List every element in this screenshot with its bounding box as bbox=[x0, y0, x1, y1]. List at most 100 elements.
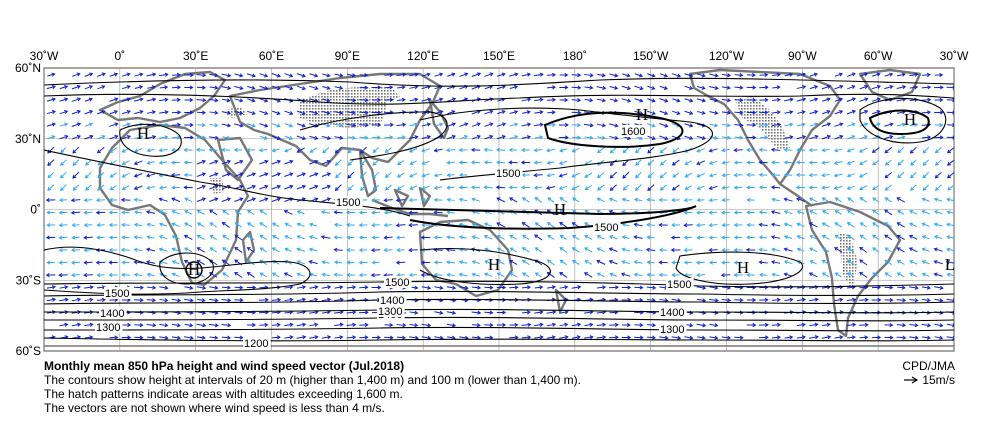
wind-vector-arrow bbox=[934, 171, 942, 179]
wind-vector-arrow bbox=[608, 259, 618, 265]
wind-vector-arrow bbox=[234, 335, 244, 340]
wind-vector-arrow bbox=[209, 172, 219, 177]
wind-vector-arrow bbox=[772, 110, 781, 115]
wind-vector-arrow bbox=[834, 97, 844, 102]
wind-vector-arrow bbox=[371, 260, 380, 265]
wind-vector-arrow bbox=[784, 297, 794, 302]
wind-vector-arrow bbox=[671, 335, 682, 340]
wind-vector-arrow bbox=[46, 260, 55, 265]
wind-vector-arrow bbox=[108, 235, 118, 240]
wind-vector-arrow bbox=[584, 98, 594, 103]
wind-vector-arrow bbox=[872, 185, 880, 191]
wind-vector-arrow bbox=[47, 72, 56, 77]
wind-vector-arrow bbox=[321, 159, 332, 165]
wind-vector-arrow bbox=[72, 171, 80, 179]
wind-vector-arrow bbox=[759, 335, 769, 340]
wind-vector-arrow bbox=[97, 184, 105, 191]
wind-vector-arrow bbox=[633, 272, 643, 277]
wind-vector-arrow bbox=[859, 246, 868, 253]
wind-vector-arrow bbox=[483, 222, 493, 227]
wind-vector-arrow bbox=[484, 285, 494, 290]
wind-vector-arrow bbox=[47, 172, 55, 179]
wind-vector-arrow bbox=[834, 72, 843, 77]
wind-vector-arrow bbox=[772, 85, 781, 90]
wind-vector-arrow bbox=[58, 223, 68, 228]
wind-vector-arrow bbox=[84, 322, 94, 327]
wind-vector-arrow bbox=[521, 172, 530, 178]
wind-vector-arrow bbox=[809, 122, 819, 127]
wind-vector-arrow bbox=[709, 73, 719, 78]
wind-vector-arrow bbox=[809, 260, 817, 265]
wind-vector-arrow bbox=[708, 185, 718, 191]
wind-vector-arrow bbox=[360, 184, 367, 191]
wind-vector-arrow bbox=[909, 72, 919, 77]
wind-vector-arrow bbox=[371, 122, 382, 128]
wind-vector-arrow bbox=[596, 197, 605, 203]
wind-vector-arrow bbox=[259, 272, 267, 278]
wind-vector-arrow bbox=[496, 72, 506, 77]
wind-vector-arrow bbox=[884, 72, 894, 77]
wind-vector-arrow bbox=[734, 135, 744, 140]
wind-vector-arrow bbox=[909, 335, 919, 340]
wind-vector-arrow bbox=[808, 185, 818, 190]
wind-vector-arrow bbox=[670, 235, 681, 240]
wind-vector-arrow bbox=[46, 210, 55, 215]
wind-vector-arrow bbox=[409, 147, 418, 153]
wind-vector-arrow bbox=[496, 134, 506, 140]
latitude-label: 30˚S bbox=[16, 273, 41, 287]
wind-vector-arrow bbox=[408, 248, 418, 253]
wind-vector-arrow bbox=[384, 184, 392, 191]
wind-vector-arrow bbox=[772, 297, 781, 302]
wind-vector-arrow bbox=[446, 210, 455, 215]
wind-vector-arrow bbox=[746, 272, 755, 278]
wind-vector-arrow bbox=[646, 222, 655, 227]
wind-vector-arrow bbox=[484, 323, 494, 328]
wind-vector-arrow bbox=[60, 147, 67, 154]
wind-vector-arrow bbox=[758, 210, 768, 215]
wind-vector-arrow bbox=[559, 335, 569, 340]
wind-vector-arrow bbox=[784, 72, 794, 77]
wind-vector-arrow bbox=[71, 134, 81, 140]
wind-vector-arrow bbox=[59, 97, 69, 102]
wind-vector-arrow bbox=[284, 135, 294, 140]
wind-vector-arrow bbox=[396, 235, 406, 240]
wind-vector-arrow bbox=[659, 247, 668, 253]
wind-vector-arrow bbox=[109, 197, 118, 203]
wind-vector-arrow bbox=[772, 72, 781, 77]
wind-vector-arrow bbox=[371, 235, 380, 240]
wind-vector-arrow bbox=[496, 272, 505, 278]
wind-vector-arrow bbox=[384, 172, 392, 178]
wind-vector-arrow bbox=[372, 159, 380, 166]
wind-vector-arrow bbox=[859, 135, 869, 140]
wind-vector-arrow bbox=[821, 160, 830, 165]
wind-vector-arrow bbox=[309, 73, 319, 78]
wind-vector-arrow bbox=[908, 247, 918, 253]
wind-vector-arrow bbox=[184, 110, 194, 115]
wind-vector-arrow bbox=[508, 160, 518, 165]
wind-vector-arrow bbox=[872, 72, 881, 77]
wind-vector-arrow bbox=[834, 222, 843, 228]
wind-vector-arrow bbox=[397, 160, 405, 165]
wind-vector-arrow bbox=[196, 323, 207, 328]
wind-vector-arrow bbox=[508, 147, 518, 153]
wind-vector-arrow bbox=[496, 222, 506, 228]
wind-vector-arrow bbox=[910, 171, 917, 179]
wind-vector-arrow bbox=[708, 148, 718, 153]
contour-label-bg bbox=[495, 167, 523, 179]
longitude-label: 150˚W bbox=[633, 49, 669, 63]
wind-vector-arrow bbox=[221, 123, 232, 128]
wind-vector-arrow bbox=[709, 123, 719, 128]
wind-vector-arrow bbox=[134, 109, 144, 115]
wind-vector-arrow bbox=[346, 322, 357, 327]
wind-vector-arrow bbox=[733, 210, 743, 215]
wind-vector-arrow bbox=[158, 148, 168, 153]
wind-vector-arrow bbox=[296, 147, 305, 153]
wind-vector-arrow bbox=[97, 172, 105, 179]
wind-vector-arrow bbox=[134, 85, 144, 90]
wind-vector-arrow bbox=[696, 323, 707, 328]
wind-vector-arrow bbox=[721, 173, 730, 178]
wind-vector-arrow bbox=[234, 285, 244, 290]
wind-vector-arrow bbox=[534, 222, 542, 228]
wind-vector-arrow bbox=[446, 197, 455, 202]
wind-vector-arrow bbox=[808, 197, 818, 203]
